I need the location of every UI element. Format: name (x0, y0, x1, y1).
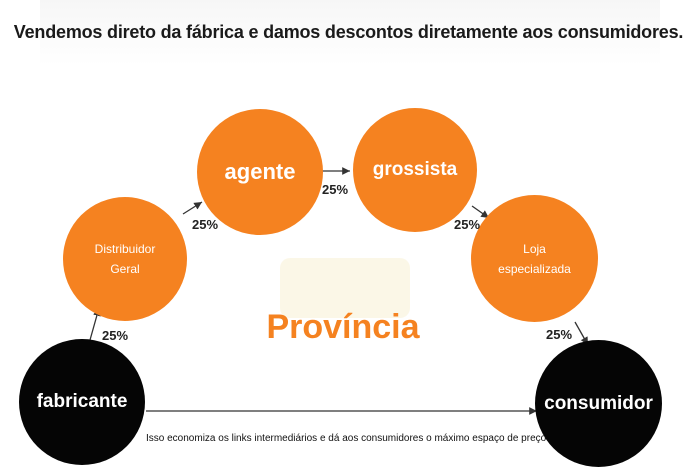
node-consumidor: consumidor (535, 340, 662, 467)
faded-background-strip (40, 0, 660, 66)
faded-emblem-watermark (280, 258, 410, 318)
provincia-label: Província (266, 308, 420, 346)
node-agente-label: agente (224, 159, 296, 184)
pct-grossista-to-loja: 25% (454, 217, 481, 232)
pct-fabricante-to-distribuidor: 25% (102, 328, 129, 343)
headline: Vendemos direto da fábrica e damos desco… (13, 22, 684, 42)
footnote: Isso economiza os links intermediários e… (146, 433, 549, 444)
node-distribuidor-geral: Distribuidor Geral (63, 197, 187, 321)
node-fabricante-label: fabricante (36, 391, 128, 412)
node-distribuidor-label: Distribuidor Geral (94, 242, 156, 276)
node-consumidor-label: consumidor (544, 392, 653, 414)
node-loja-label: Loja especializada (498, 241, 571, 276)
pct-agente-to-grossista: 25% (322, 182, 349, 197)
node-fabricante: fabricante (19, 339, 145, 465)
pct-loja-to-consumidor: 25% (546, 327, 573, 342)
node-agente: agente (197, 109, 323, 235)
node-loja-especializada: Loja especializada (471, 195, 598, 322)
arrow-distribuidor-to-agente (182, 201, 203, 215)
node-grossista: grossista (353, 108, 477, 232)
node-grossista-label: grossista (372, 159, 458, 180)
pct-distribuidor-to-agente: 25% (192, 217, 219, 232)
